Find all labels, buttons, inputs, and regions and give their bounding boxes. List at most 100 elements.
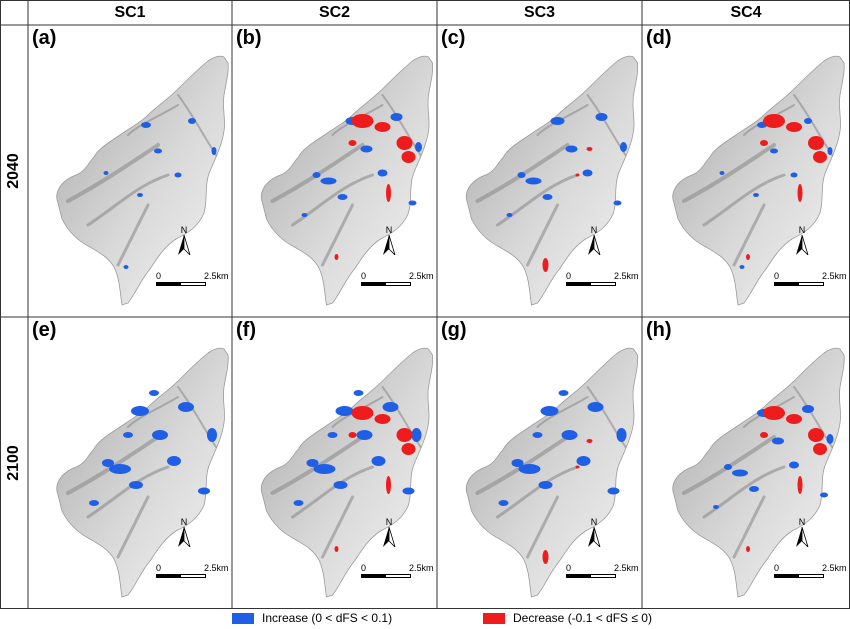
panel-label: (f) [236,319,256,341]
increase-patch [820,492,828,498]
decrease-patch [763,114,785,128]
increase-patch [211,147,217,155]
scale-end-label: 2.5km [204,271,229,281]
decrease-patch [808,428,824,442]
scale-zero-label: 0 [774,563,780,573]
increase-patch [408,200,417,206]
scale-bar: 0 2.5km [774,563,848,579]
increase-patch [565,145,578,153]
increase-patch [719,171,725,175]
decrease-patch [348,140,357,146]
increase-patch [327,432,338,438]
decrease-patch [586,147,593,151]
decrease-patch [797,184,803,202]
increase-patch [732,469,748,477]
increase-patch [293,500,304,506]
decrease-patch [351,114,374,128]
scale-bar-graphic [361,282,411,286]
increase-patch [511,459,524,467]
scale-zero-label: 0 [774,271,780,281]
row-header-2100: 2100 [5,445,22,481]
legend-swatch-decrease [483,612,505,624]
increase-patch [306,459,319,467]
increase-patch [613,200,622,206]
catchment-terrain [260,347,434,598]
decrease-patch [374,122,391,132]
increase-patch [174,172,182,178]
decrease-patch [586,439,593,443]
scale-bar-graphic [156,282,206,286]
increase-patch [561,430,578,440]
scale-end-label: 2.5km [614,271,639,281]
svg-text:N: N [181,225,188,235]
increase-patch [713,505,719,509]
increase-patch [802,405,814,413]
panel-label: (d) [646,27,672,49]
increase-patch [620,142,627,152]
scale-end-label: 2.5km [822,271,847,281]
increase-patch [167,456,181,466]
legend-label-decrease: Decrease (-0.1 < dFS ≤ 0) [513,611,652,625]
increase-patch [550,117,565,125]
scale-zero-label: 0 [156,563,162,573]
scale-end-label: 2.5km [614,563,639,573]
increase-patch [207,428,217,442]
panel-label: (c) [441,27,466,49]
decrease-patch [763,406,785,420]
increase-patch [178,402,194,412]
decrease-patch [813,151,827,163]
increase-patch [558,390,569,396]
increase-patch [335,406,354,416]
svg-text:N: N [181,517,188,527]
increase-patch [790,172,798,178]
increase-patch [804,118,812,124]
increase-patch [123,265,129,269]
scale-bar: 0 2.5km [361,563,435,579]
svg-text:N: N [799,517,806,527]
increase-patch [337,194,348,200]
increase-patch [360,145,373,153]
increase-patch [582,169,593,177]
increase-patch [320,177,337,185]
increase-patch [542,194,553,200]
decrease-patch [396,136,413,150]
scale-zero-label: 0 [361,563,367,573]
decrease-patch [348,432,357,438]
decrease-patch [813,443,827,455]
increase-patch [103,171,109,175]
increase-patch [390,113,403,121]
increase-patch [770,148,778,154]
figure-grid: SC1 SC2 SC3 SC4 2040 2100 (a) N 0 2.5km (b) N… [0,0,850,609]
increase-patch [749,486,759,492]
increase-patch [827,147,833,155]
decrease-patch [396,428,413,442]
increase-patch [595,113,608,121]
increase-patch [525,177,542,185]
increase-patch [353,390,364,396]
catchment-terrain [672,347,845,598]
decrease-patch [401,443,416,455]
scale-bar: 0 2.5km [156,563,230,579]
scale-bar-graphic [156,574,206,578]
legend: Increase (0 < dFS < 0.1) Decrease (-0.1 … [0,609,850,629]
panel-label: (h) [646,319,672,341]
decrease-patch [746,254,750,260]
increase-patch [102,459,114,467]
decrease-patch [542,258,549,272]
catchment-terrain [56,347,229,598]
increase-patch [517,172,526,178]
increase-patch [724,464,732,470]
increase-patch [333,481,348,489]
svg-text:N: N [799,225,806,235]
scale-bar: 0 2.5km [156,271,230,287]
scale-bar-graphic [566,574,616,578]
increase-patch [411,428,422,442]
map-panel: (d) N 0 2.5km [642,25,850,317]
increase-patch [123,432,133,438]
scale-bar: 0 2.5km [774,271,848,287]
scale-end-label: 2.5km [204,563,229,573]
increase-patch [129,481,143,489]
increase-patch [587,402,604,412]
scale-bar-graphic [566,282,616,286]
decrease-patch [760,432,768,438]
